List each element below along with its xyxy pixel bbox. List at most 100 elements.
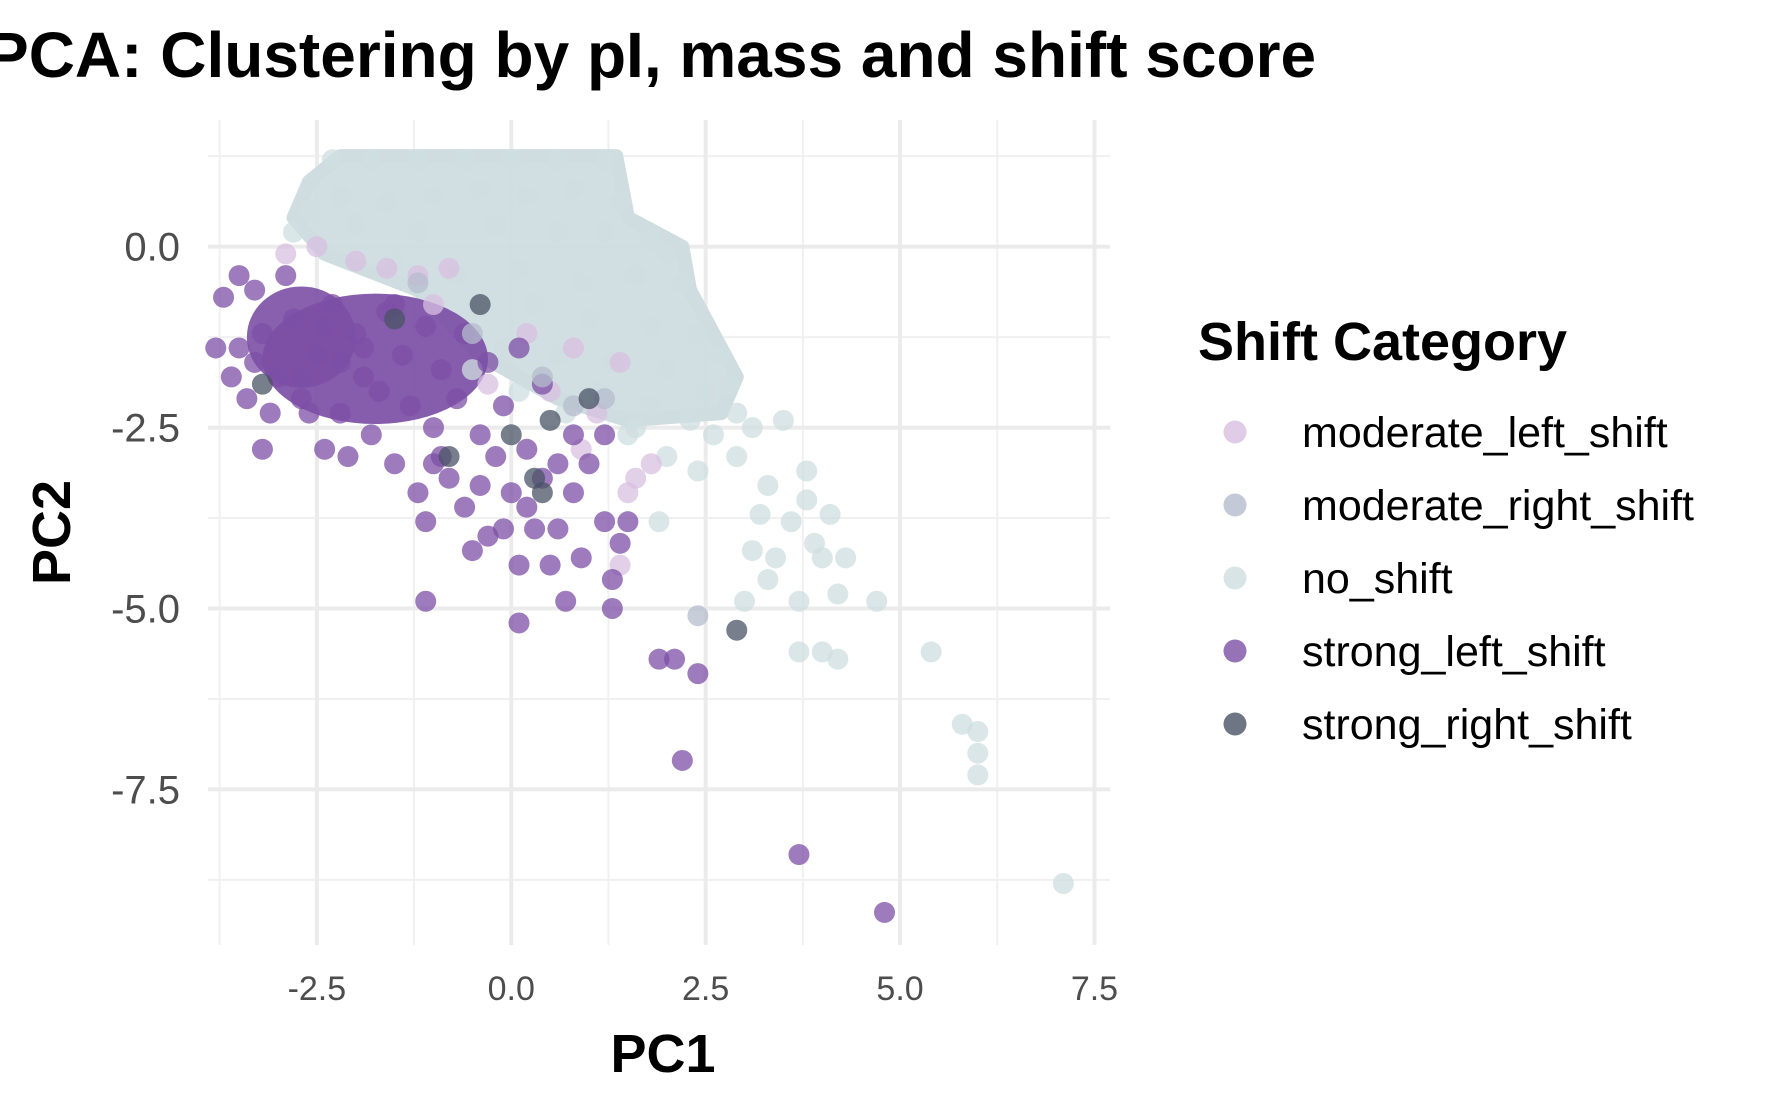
legend-label-moderate-left-shift: moderate_left_shift xyxy=(1302,409,1668,457)
data-point-strong-left-shift xyxy=(407,482,429,504)
data-point-strong-left-shift xyxy=(508,554,530,576)
legend-key-no-shift xyxy=(1223,566,1247,590)
data-point-moderate-right-shift xyxy=(531,366,553,388)
data-point-moderate-right-shift xyxy=(461,322,483,344)
data-point-strong-left-shift xyxy=(671,749,693,771)
data-point-strong-left-shift xyxy=(508,612,530,634)
data-point-moderate-left-shift xyxy=(275,243,297,265)
data-point-no-shift xyxy=(741,540,763,562)
legend-title: Shift Category xyxy=(1198,312,1567,372)
data-point-no-shift xyxy=(671,272,693,294)
data-point-no-shift xyxy=(298,199,320,221)
data-point-strong-left-shift xyxy=(228,337,250,359)
data-point-strong-left-shift xyxy=(337,446,359,468)
data-point-strong-left-shift xyxy=(454,496,476,518)
data-point-moderate-left-shift xyxy=(423,294,444,316)
data-point-strong-left-shift xyxy=(469,474,491,496)
data-point-strong-left-shift xyxy=(562,482,584,504)
data-point-strong-left-shift xyxy=(360,424,382,446)
legend-key-moderate-left-shift xyxy=(1223,420,1247,444)
data-point-strong-left-shift xyxy=(524,518,546,540)
data-point-no-shift xyxy=(547,149,569,171)
data-point-strong-left-shift xyxy=(415,511,437,533)
data-point-strong-left-shift xyxy=(353,366,375,388)
data-point-no-shift xyxy=(757,474,779,496)
data-point-strong-left-shift xyxy=(368,380,390,402)
data-point-no-shift xyxy=(734,590,756,612)
data-point-strong-left-shift xyxy=(399,395,421,417)
data-point-no-shift xyxy=(508,380,530,402)
data-point-strong-left-shift xyxy=(228,265,250,287)
data-point-no-shift xyxy=(788,641,810,663)
data-point-no-shift xyxy=(508,257,530,279)
data-point-strong-right-shift xyxy=(539,409,561,431)
legend-label-strong-left-shift: strong_left_shift xyxy=(1302,628,1606,676)
data-point-strong-right-shift xyxy=(384,308,406,330)
data-point-no-shift xyxy=(726,446,748,468)
data-point-no-shift xyxy=(625,265,647,287)
data-point-no-shift xyxy=(811,547,833,569)
y-axis-title: PC2 xyxy=(22,480,82,585)
data-point-moderate-left-shift xyxy=(345,250,367,272)
data-point-no-shift xyxy=(772,409,794,431)
data-point-no-shift xyxy=(640,395,662,417)
data-point-no-shift xyxy=(423,185,444,207)
data-point-strong-left-shift xyxy=(874,901,895,923)
data-point-moderate-left-shift xyxy=(438,257,460,279)
data-point-strong-left-shift xyxy=(461,540,483,562)
data-point-no-shift xyxy=(967,764,989,786)
data-point-strong-right-shift xyxy=(251,373,273,395)
data-point-strong-left-shift xyxy=(275,265,297,287)
y-tick-label: -7.5 xyxy=(111,768,180,812)
data-point-strong-left-shift xyxy=(290,366,312,388)
data-point-strong-left-shift xyxy=(687,663,709,685)
legend-label-strong-right-shift: strong_right_shift xyxy=(1302,701,1632,749)
data-point-no-shift xyxy=(866,590,888,612)
axes-layer: -2.5 0.0 2.5 5.0 7.5 0.0 -2.5 -5.0 -7.5 PC1 PC2 xyxy=(22,226,1118,1084)
data-point-no-shift xyxy=(345,214,367,236)
data-point-no-shift xyxy=(321,149,343,171)
data-point-strong-left-shift xyxy=(492,518,514,540)
data-point-no-shift xyxy=(765,547,787,569)
x-tick-label: 7.5 xyxy=(1071,970,1118,1008)
y-tick-label: -2.5 xyxy=(111,407,180,451)
data-point-strong-left-shift xyxy=(664,648,686,670)
x-tick-label: 2.5 xyxy=(682,970,729,1008)
data-point-strong-left-shift xyxy=(423,417,444,439)
data-point-strong-left-shift xyxy=(353,337,375,359)
data-point-no-shift xyxy=(1052,872,1074,894)
data-point-strong-left-shift xyxy=(469,424,491,446)
points-layer xyxy=(205,149,1074,923)
data-point-no-shift xyxy=(788,590,810,612)
data-point-no-shift xyxy=(967,742,989,764)
data-point-strong-left-shift xyxy=(415,315,437,337)
data-point-moderate-left-shift xyxy=(477,373,499,395)
data-point-strong-left-shift xyxy=(609,532,631,554)
data-point-no-shift xyxy=(827,648,849,670)
x-tick-label: 0.0 xyxy=(488,970,535,1008)
legend-key-strong-left-shift xyxy=(1223,639,1247,663)
data-point-strong-left-shift xyxy=(508,337,530,359)
data-point-strong-left-shift xyxy=(283,308,305,330)
data-point-strong-left-shift xyxy=(244,351,266,373)
data-point-strong-left-shift xyxy=(306,344,328,366)
data-point-no-shift xyxy=(796,460,818,482)
data-point-strong-left-shift xyxy=(492,395,514,417)
data-point-strong-left-shift xyxy=(547,453,569,475)
data-point-strong-left-shift xyxy=(251,438,273,460)
legend: Shift Category moderate_left_shiftmoderat… xyxy=(1198,312,1694,749)
data-point-strong-left-shift xyxy=(516,496,538,518)
data-point-strong-left-shift xyxy=(251,322,273,344)
data-point-no-shift xyxy=(726,402,748,424)
data-point-strong-left-shift xyxy=(500,482,522,504)
data-point-no-shift xyxy=(407,149,429,171)
data-point-no-shift xyxy=(749,503,771,525)
data-point-strong-left-shift xyxy=(205,337,227,359)
data-point-no-shift xyxy=(780,511,802,533)
data-point-strong-left-shift xyxy=(430,359,452,381)
data-point-strong-left-shift xyxy=(314,315,336,337)
chart-title: PCA: Clustering by pI, mass and shift sc… xyxy=(0,19,1317,91)
data-point-strong-right-shift xyxy=(531,482,553,504)
data-point-no-shift xyxy=(702,424,724,446)
data-point-strong-left-shift xyxy=(438,467,460,489)
